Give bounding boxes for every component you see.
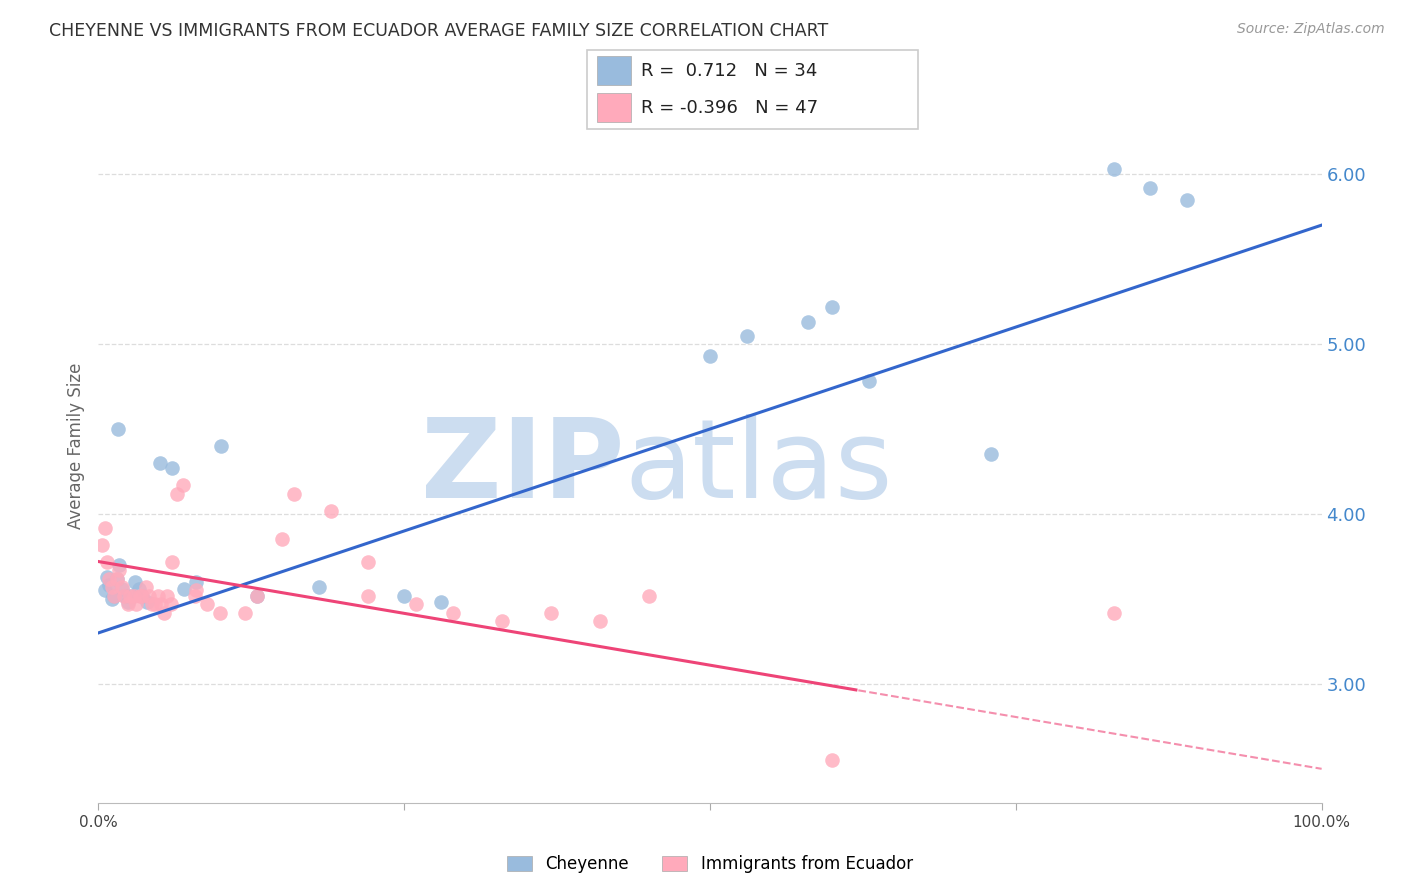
Point — [105, 572, 128, 586]
Text: Source: ZipAtlas.com: Source: ZipAtlas.com — [1237, 22, 1385, 37]
Point — [129, 589, 152, 603]
Point — [246, 589, 269, 603]
Point — [156, 589, 179, 603]
Point — [91, 537, 114, 551]
Text: R =  0.712   N = 34: R = 0.712 N = 34 — [641, 62, 817, 79]
Point — [98, 578, 121, 592]
Point — [111, 582, 134, 596]
Point — [308, 580, 330, 594]
Point — [120, 589, 142, 603]
Point — [184, 589, 207, 603]
Point — [111, 580, 134, 594]
Point — [149, 597, 172, 611]
Point — [136, 595, 159, 609]
Point — [173, 582, 195, 596]
Point — [1102, 606, 1125, 620]
Point — [246, 589, 269, 603]
Point — [980, 448, 1002, 462]
Bar — [598, 94, 631, 122]
Point — [430, 595, 453, 609]
Point — [160, 461, 183, 475]
Point — [356, 555, 378, 569]
Point — [283, 486, 305, 500]
Legend: Cheyenne, Immigrants from Ecuador: Cheyenne, Immigrants from Ecuador — [508, 855, 912, 873]
Point — [208, 606, 231, 620]
Text: CHEYENNE VS IMMIGRANTS FROM ECUADOR AVERAGE FAMILY SIZE CORRELATION CHART: CHEYENNE VS IMMIGRANTS FROM ECUADOR AVER… — [49, 22, 828, 40]
Y-axis label: Average Family Size: Average Family Size — [66, 363, 84, 529]
Point — [159, 597, 181, 611]
Point — [589, 614, 612, 628]
Point — [821, 753, 844, 767]
Point — [103, 589, 125, 603]
Point — [319, 503, 342, 517]
Point — [1139, 180, 1161, 194]
Point — [120, 589, 142, 603]
Point — [540, 606, 562, 620]
Point — [270, 533, 294, 547]
Point — [143, 597, 166, 611]
Point — [797, 315, 820, 329]
Point — [135, 580, 157, 594]
Point — [1175, 193, 1198, 207]
Point — [186, 574, 208, 589]
Point — [138, 589, 160, 603]
FancyBboxPatch shape — [586, 50, 918, 128]
Point — [114, 589, 136, 603]
Point — [128, 582, 150, 596]
Point — [233, 606, 256, 620]
Point — [93, 583, 115, 598]
Point — [209, 439, 232, 453]
Text: R = -0.396   N = 47: R = -0.396 N = 47 — [641, 99, 818, 117]
Point — [160, 555, 183, 569]
Point — [107, 422, 129, 436]
Point — [96, 570, 118, 584]
Point — [1102, 162, 1125, 177]
Bar — [598, 56, 631, 86]
Point — [858, 375, 880, 389]
Point — [93, 520, 115, 534]
Point — [148, 589, 170, 603]
Text: atlas: atlas — [624, 414, 893, 521]
Point — [101, 591, 124, 606]
Point — [131, 589, 153, 603]
Point — [491, 614, 513, 628]
Point — [141, 597, 163, 611]
Point — [441, 606, 464, 620]
Point — [166, 486, 188, 500]
Point — [124, 574, 146, 589]
Point — [735, 328, 758, 343]
Point — [96, 555, 118, 569]
Point — [131, 589, 153, 603]
Point — [149, 456, 172, 470]
Point — [103, 589, 125, 603]
Point — [108, 558, 131, 572]
Point — [112, 589, 135, 603]
Point — [98, 572, 121, 586]
Point — [392, 589, 416, 603]
Point — [186, 583, 208, 598]
Point — [172, 478, 194, 492]
Point — [108, 563, 131, 577]
Point — [117, 595, 139, 609]
Point — [105, 572, 128, 586]
Point — [101, 580, 124, 594]
Point — [195, 597, 218, 611]
Point — [153, 606, 176, 620]
Point — [122, 589, 145, 603]
Point — [125, 597, 148, 611]
Point — [356, 589, 378, 603]
Point — [117, 597, 139, 611]
Text: ZIP: ZIP — [420, 414, 624, 521]
Point — [405, 597, 427, 611]
Point — [699, 349, 721, 363]
Point — [821, 300, 844, 314]
Point — [637, 589, 661, 603]
